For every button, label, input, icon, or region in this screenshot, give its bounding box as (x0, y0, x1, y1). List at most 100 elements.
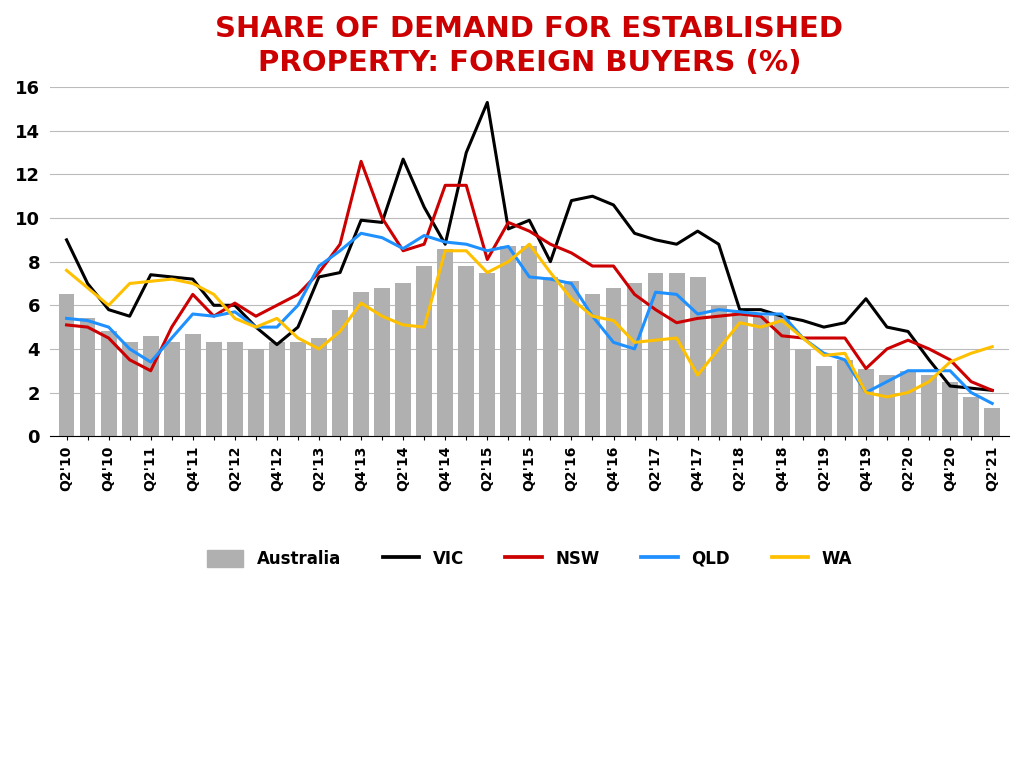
VIC (376, 218, 388, 227)
WA (671, 333, 683, 343)
VIC (397, 154, 410, 164)
QLD (481, 247, 494, 256)
VIC (228, 301, 241, 310)
NSW (818, 333, 830, 343)
WA (755, 323, 767, 332)
NSW (733, 310, 745, 319)
VIC (671, 240, 683, 249)
Bar (585, 294, 600, 436)
QLD (797, 333, 809, 343)
WA (82, 283, 94, 293)
VIC (60, 235, 73, 244)
WA (481, 268, 494, 277)
NSW (334, 240, 346, 249)
Bar (922, 375, 937, 436)
Bar (248, 349, 264, 436)
Bar (479, 273, 496, 436)
WA (649, 336, 662, 345)
WA (691, 370, 703, 379)
QLD (186, 310, 199, 319)
VIC (860, 294, 872, 303)
Bar (816, 366, 831, 436)
QLD (607, 338, 620, 347)
QLD (208, 312, 220, 321)
QLD (691, 310, 703, 319)
QLD (944, 366, 956, 376)
NSW (965, 377, 977, 386)
NSW (923, 344, 935, 353)
Line: QLD: QLD (67, 233, 992, 403)
NSW (523, 227, 536, 236)
NSW (502, 218, 514, 227)
NSW (418, 240, 430, 249)
WA (587, 312, 599, 321)
VIC (208, 301, 220, 310)
VIC (313, 273, 326, 282)
WA (713, 344, 725, 353)
WA (460, 247, 472, 256)
VIC (544, 257, 556, 266)
Bar (374, 288, 390, 436)
VIC (839, 318, 851, 327)
Bar (732, 310, 748, 436)
NSW (629, 290, 641, 299)
QLD (733, 307, 745, 316)
Legend: Australia, VIC, NSW, QLD, WA: Australia, VIC, NSW, QLD, WA (200, 543, 859, 574)
VIC (986, 386, 998, 395)
QLD (502, 242, 514, 251)
QLD (124, 344, 136, 353)
VIC (418, 203, 430, 212)
VIC (923, 356, 935, 365)
NSW (839, 333, 851, 343)
QLD (376, 233, 388, 242)
WA (923, 377, 935, 386)
Bar (563, 281, 580, 436)
QLD (629, 344, 641, 353)
NSW (144, 366, 157, 376)
QLD (460, 240, 472, 249)
VIC (818, 323, 830, 332)
Bar (879, 375, 895, 436)
NSW (208, 312, 220, 321)
Line: VIC: VIC (67, 102, 992, 390)
NSW (565, 248, 578, 257)
Bar (711, 306, 727, 436)
VIC (82, 279, 94, 288)
QLD (986, 399, 998, 408)
Bar (795, 349, 811, 436)
WA (102, 301, 115, 310)
VIC (270, 340, 283, 349)
Bar (605, 288, 622, 436)
VIC (944, 382, 956, 391)
QLD (923, 366, 935, 376)
NSW (313, 268, 326, 277)
VIC (797, 316, 809, 325)
NSW (60, 320, 73, 329)
Bar (164, 343, 179, 436)
NSW (755, 312, 767, 321)
NSW (902, 336, 914, 345)
WA (944, 357, 956, 366)
VIC (565, 196, 578, 205)
Line: WA: WA (67, 244, 992, 397)
VIC (502, 224, 514, 233)
Bar (774, 316, 790, 436)
WA (250, 323, 262, 332)
QLD (587, 312, 599, 321)
WA (439, 247, 452, 256)
QLD (523, 273, 536, 282)
WA (544, 268, 556, 277)
NSW (228, 299, 241, 308)
WA (523, 240, 536, 249)
VIC (292, 323, 304, 332)
WA (502, 257, 514, 266)
WA (376, 312, 388, 321)
WA (418, 323, 430, 332)
NSW (944, 356, 956, 365)
WA (797, 333, 809, 343)
QLD (902, 366, 914, 376)
VIC (775, 312, 787, 321)
Bar (900, 371, 915, 436)
NSW (986, 386, 998, 395)
VIC (523, 216, 536, 225)
